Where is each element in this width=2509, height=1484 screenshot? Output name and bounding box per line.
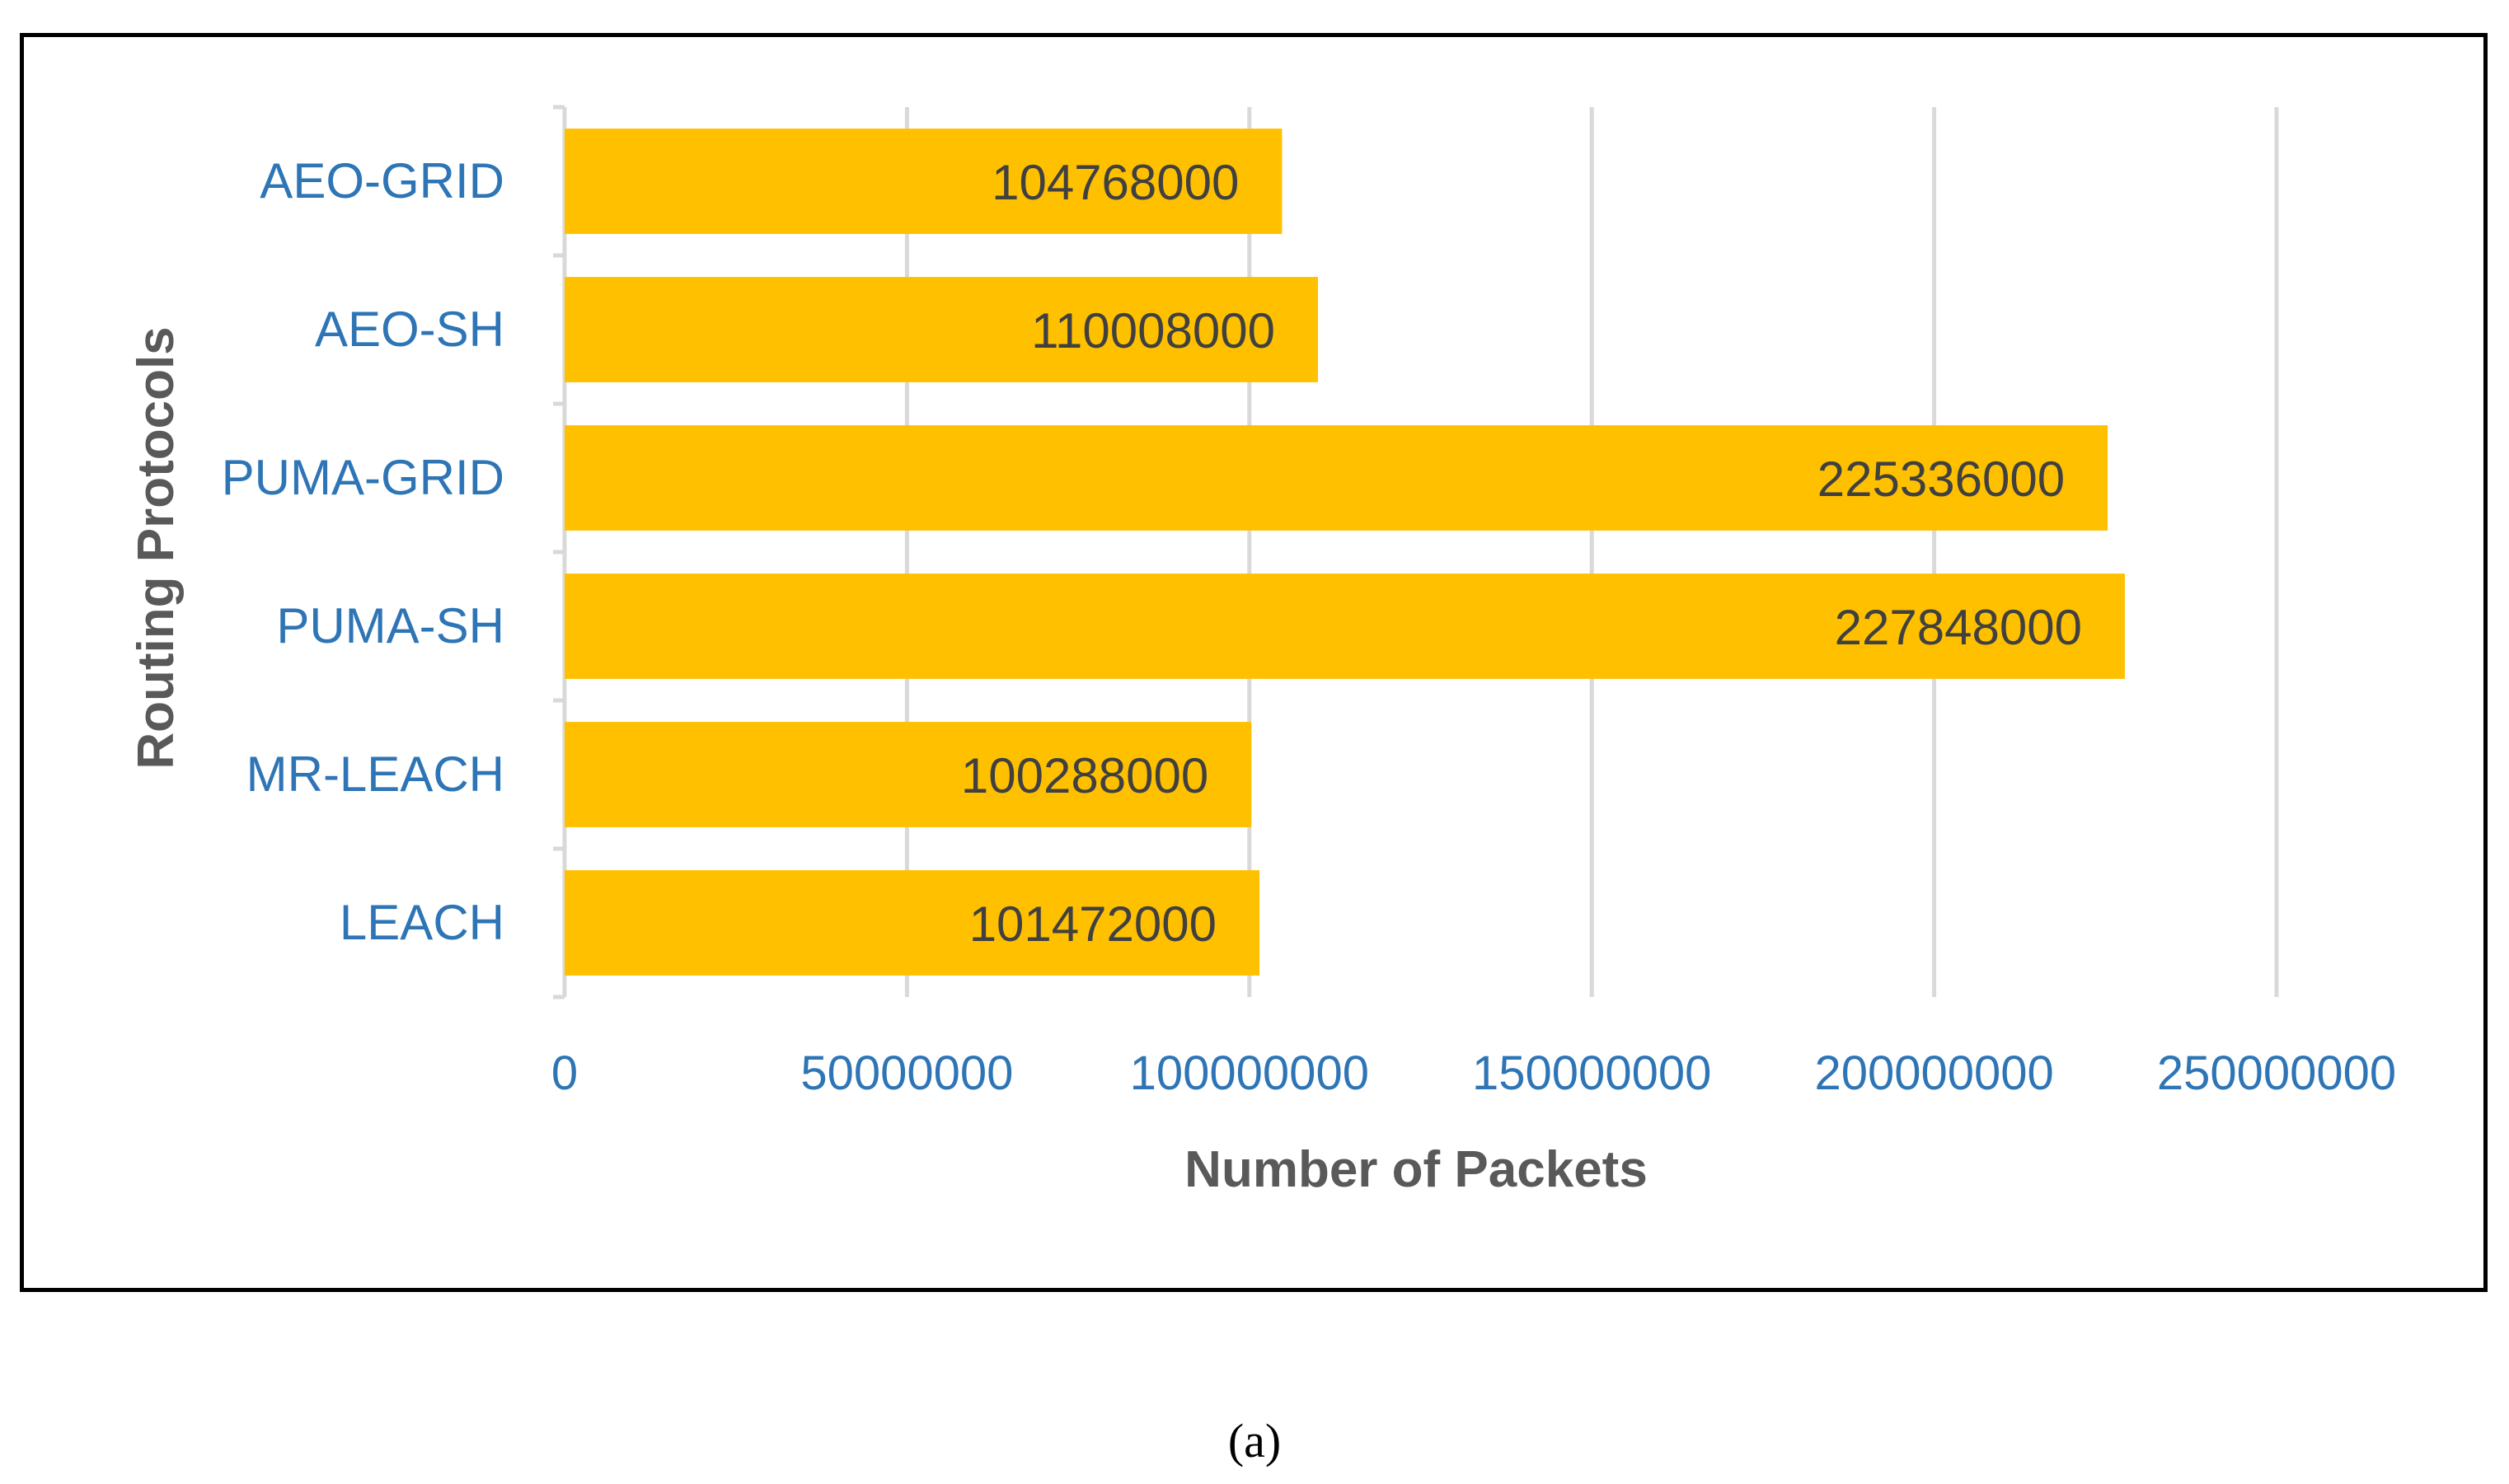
x-tick-label: 50000000 [800, 1046, 1013, 1100]
figure-caption: (a) [1227, 1414, 1282, 1468]
bar-leach [565, 870, 1260, 976]
category-labels: AEO-GRID AEO-SH PUMA-GRID PUMA-SH MR-LEACH LE… [222, 153, 504, 950]
bar-aeo-sh [565, 277, 1318, 382]
category-label: PUMA-SH [276, 598, 504, 653]
category-label: MR-LEACH [246, 747, 504, 802]
x-axis-title: Number of Packets [1184, 1141, 1648, 1198]
data-label: 100288000 [961, 748, 1208, 803]
x-tick-label: 200000000 [1814, 1046, 2053, 1100]
data-label: 104768000 [992, 155, 1239, 210]
category-label: PUMA-GRID [222, 450, 504, 505]
x-tick-label: 250000000 [2157, 1046, 2396, 1100]
data-label: 110008000 [1031, 303, 1275, 358]
bar-puma-sh [565, 573, 2125, 679]
bars: 104768000 110008000 225336000 227848000 1002… [565, 129, 2125, 976]
category-label: AEO-GRID [260, 153, 504, 208]
category-label: LEACH [340, 895, 504, 950]
bar-aeo-grid [565, 129, 1283, 234]
gridlines [553, 105, 2279, 999]
x-tick-label: 150000000 [1472, 1046, 1711, 1100]
chart-frame [20, 33, 2488, 1292]
x-tick-labels: 0 50000000 100000000 150000000 200000000 2500… [551, 1046, 2396, 1100]
bar-mr-leach [565, 722, 1252, 827]
x-tick-label: 0 [551, 1046, 578, 1100]
bar-puma-grid [565, 425, 2108, 531]
y-axis-title: Routing Protocols [128, 326, 185, 769]
data-label: 225336000 [1817, 452, 2065, 507]
data-label: 101472000 [969, 896, 1217, 952]
data-label: 227848000 [1835, 600, 2082, 655]
x-tick-label: 100000000 [1130, 1046, 1369, 1100]
category-label: AEO-SH [315, 302, 504, 357]
